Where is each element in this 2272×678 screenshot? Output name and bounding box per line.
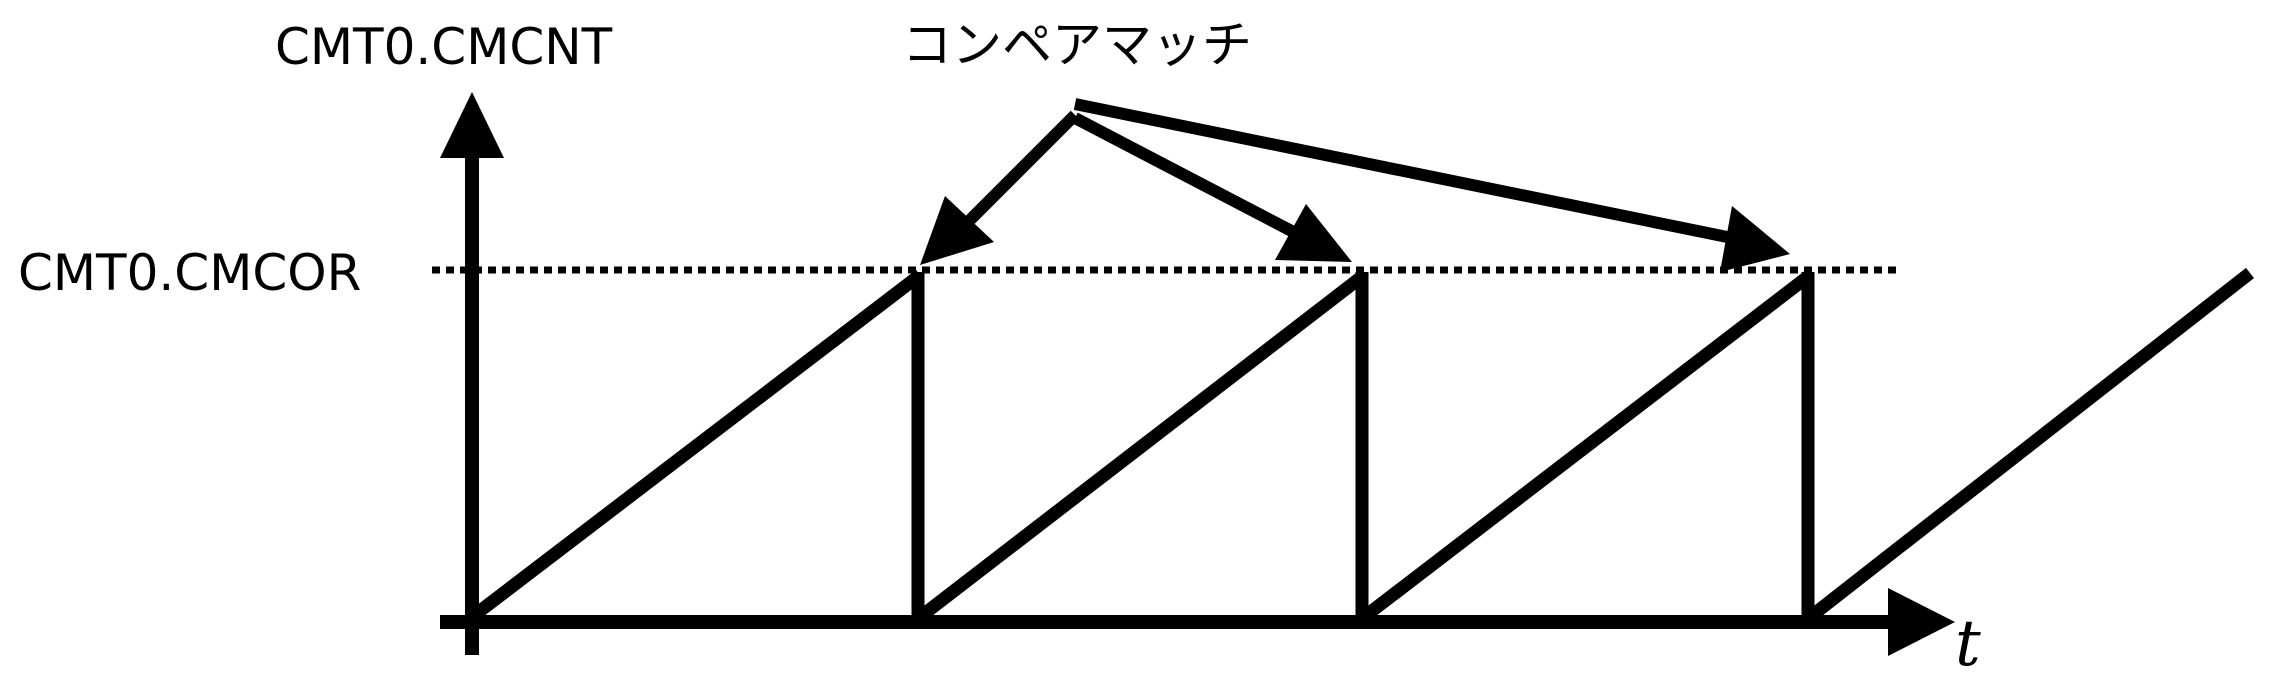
ramp-2 <box>920 269 1368 620</box>
counter-waveform <box>472 267 2255 620</box>
y-axis-label: CMT0.CMCNT <box>275 18 613 76</box>
y-axis <box>440 92 504 655</box>
match-arrow-2-line <box>1072 112 1308 244</box>
match-arrow-1-line <box>965 110 1080 225</box>
match-arrow-2-head <box>1275 204 1352 262</box>
time-axis-label: t <box>1955 607 1981 678</box>
x-axis-arrowhead <box>1888 588 1955 656</box>
match-arrow-3-head <box>1720 206 1790 272</box>
compare-match-arrows <box>920 98 1790 272</box>
ramp-1 <box>472 269 924 620</box>
ramp-4 <box>1809 267 2255 620</box>
compare-level-label: CMT0.CMCOR <box>18 244 361 302</box>
x-axis <box>440 588 1955 656</box>
match-arrow-1-head <box>920 196 994 265</box>
match-arrow-3-line <box>1073 98 1744 246</box>
ramp-3 <box>1364 269 1814 620</box>
compare-match-label: コンペアマッチ <box>902 16 1252 74</box>
y-axis-arrowhead <box>440 92 504 158</box>
